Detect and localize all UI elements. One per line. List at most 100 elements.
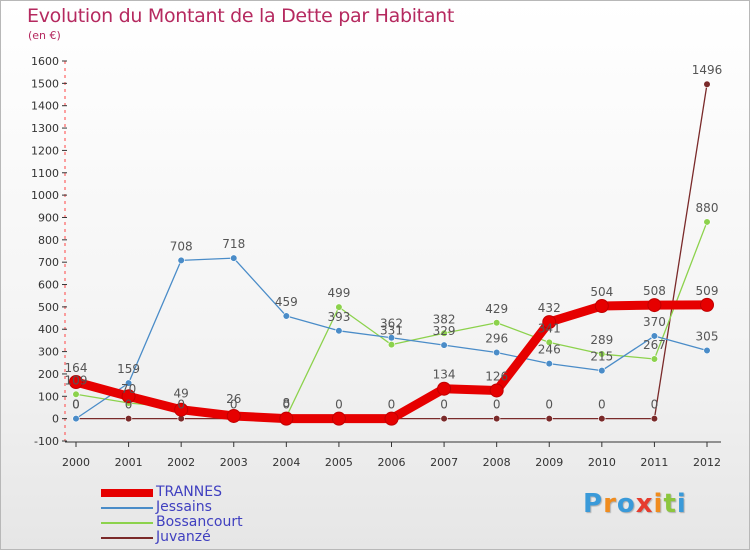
- data-point: [598, 415, 606, 423]
- data-label: 718: [222, 237, 245, 251]
- axes: -100010020030040050060070080090010001100…: [31, 55, 721, 469]
- data-label: 708: [170, 239, 193, 253]
- x-tick-label: 2000: [62, 456, 90, 469]
- data-point: [230, 254, 238, 262]
- data-point: [493, 415, 501, 423]
- x-tick-label: 2008: [483, 456, 511, 469]
- data-point: [493, 319, 501, 327]
- data-point: [387, 334, 396, 342]
- data-point: [598, 350, 606, 358]
- data-point: [594, 298, 609, 313]
- logo-letter: o: [616, 489, 636, 519]
- legend-swatch: [101, 489, 153, 497]
- legend-item-jessains: Jessains: [101, 499, 301, 516]
- data-point: [335, 327, 343, 335]
- data-label: 331: [380, 324, 403, 338]
- data-label: 159: [117, 362, 140, 376]
- data-point: [489, 383, 504, 398]
- data-point: [440, 341, 448, 349]
- data-point: [124, 415, 133, 423]
- data-point: [437, 381, 452, 396]
- data-label: 0: [125, 398, 133, 412]
- data-label: 109: [65, 373, 88, 387]
- logo-letter: r: [603, 489, 617, 519]
- data-point: [69, 374, 83, 389]
- data-label: 8: [283, 396, 291, 410]
- data-label: 0: [598, 398, 606, 412]
- data-label: 362: [380, 317, 403, 331]
- data-label: 0: [72, 398, 80, 412]
- y-tick-label: 400: [38, 323, 59, 336]
- legend-label: Juvanzé: [156, 529, 211, 545]
- data-point: [703, 218, 711, 226]
- x-tick-label: 2012: [693, 456, 721, 469]
- data-point: [331, 411, 346, 426]
- data-label: 0: [545, 398, 553, 412]
- data-point: [282, 312, 290, 320]
- data-label: 70: [121, 382, 136, 396]
- logo-letter: i: [653, 489, 664, 519]
- y-tick-label: 300: [38, 346, 59, 359]
- chart-unit-label: (en €): [28, 29, 61, 42]
- data-label: 246: [538, 343, 561, 357]
- data-label: 0: [72, 398, 80, 412]
- x-tick-label: 2009: [535, 456, 563, 469]
- data-point: [174, 402, 189, 417]
- data-label: 305: [696, 329, 719, 343]
- data-label: 370: [643, 315, 666, 329]
- y-tick-label: 800: [38, 234, 59, 247]
- logo-letter: i: [676, 489, 687, 519]
- y-tick-label: 700: [38, 256, 59, 269]
- data-point: [703, 80, 711, 88]
- x-tick-label: 2005: [325, 456, 353, 469]
- data-label: 0: [388, 398, 396, 412]
- chart-title: Evolution du Montant de la Dette par Hab…: [27, 5, 455, 27]
- x-tick-label: 2001: [115, 456, 143, 469]
- y-tick-label: 1000: [31, 189, 59, 202]
- legend-label: Bossancourt: [156, 514, 243, 530]
- y-tick-label: 1500: [31, 77, 59, 90]
- data-point: [279, 411, 294, 426]
- data-label: 0: [493, 398, 501, 412]
- data-label: 0: [335, 398, 343, 412]
- data-label: 341: [538, 321, 561, 335]
- x-tick-label: 2003: [220, 456, 248, 469]
- data-label: 880: [696, 201, 719, 215]
- data-label: 215: [590, 350, 613, 364]
- data-label: 0: [283, 398, 291, 412]
- legend-swatch: [101, 537, 153, 539]
- x-tick-label: 2002: [167, 456, 195, 469]
- data-label: 1496: [692, 63, 723, 77]
- data-point: [440, 415, 448, 423]
- logo-letter: t: [663, 489, 677, 519]
- data-label: 329: [433, 324, 456, 338]
- data-label: 459: [275, 295, 298, 309]
- legend: TRANNES Jessains Bossancourt Juvanzé: [101, 484, 301, 546]
- series-lines: [69, 80, 714, 426]
- data-point: [121, 389, 136, 404]
- data-label: 0: [440, 398, 448, 412]
- data-point: [72, 390, 80, 398]
- x-tick-label: 2011: [640, 456, 668, 469]
- data-point: [384, 411, 399, 426]
- data-label: 164: [65, 361, 88, 375]
- data-point: [700, 297, 714, 312]
- y-tick-label: 1600: [31, 55, 59, 68]
- legend-swatch: [101, 507, 153, 509]
- logo-letter: x: [635, 489, 654, 519]
- x-tick-label: 2010: [588, 456, 616, 469]
- data-point: [72, 415, 80, 423]
- y-tick-label: 1300: [31, 122, 59, 135]
- legend-item-trannes: TRANNES: [101, 484, 301, 501]
- y-tick-label: 100: [38, 390, 59, 403]
- data-point: [650, 415, 659, 423]
- y-tick-label: -100: [34, 435, 59, 448]
- data-point: [493, 348, 501, 357]
- data-label: 429: [485, 302, 508, 316]
- data-label: 509: [696, 284, 719, 298]
- logo-letter: P: [583, 489, 604, 519]
- data-point: [226, 408, 241, 423]
- data-label: 0: [177, 398, 185, 412]
